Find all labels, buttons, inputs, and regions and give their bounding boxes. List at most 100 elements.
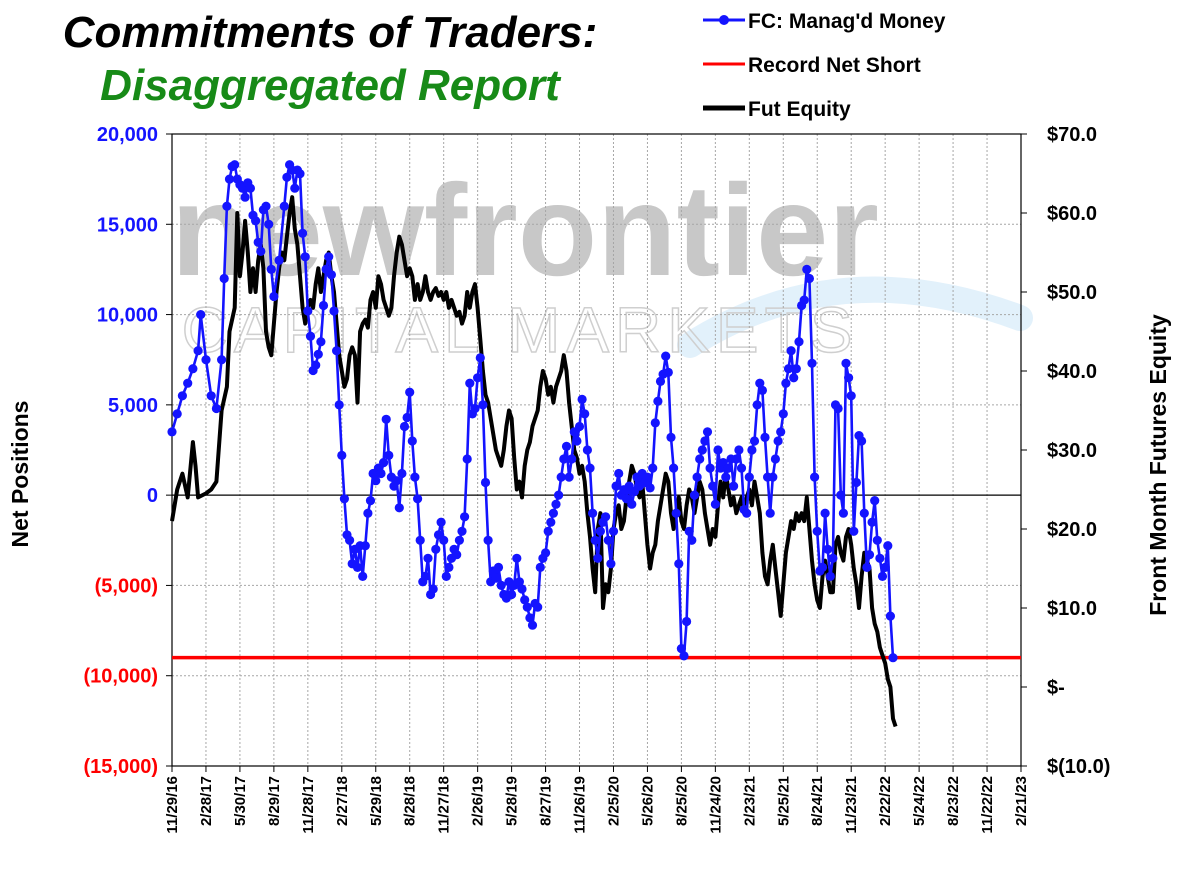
managed-money-point <box>885 611 896 621</box>
managed-money-point <box>326 270 336 280</box>
y-tick-label: (10,000) <box>84 666 159 688</box>
managed-money-series <box>167 160 898 663</box>
managed-money-point <box>167 427 177 437</box>
managed-money-point <box>222 201 232 211</box>
managed-money-point <box>413 494 423 504</box>
managed-money-point <box>859 508 869 518</box>
managed-money-point <box>744 472 754 482</box>
managed-money-point <box>880 562 890 573</box>
managed-money-point <box>601 512 611 522</box>
x-tick-label: 5/25/21 <box>775 776 792 826</box>
managed-money-point <box>473 373 483 383</box>
watermark-swoosh <box>677 276 1033 358</box>
managed-money-point <box>470 403 480 414</box>
managed-money-point <box>833 403 843 414</box>
managed-money-point <box>305 331 316 341</box>
managed-money-point <box>666 432 676 442</box>
x-tick-label: 11/28/17 <box>300 776 317 834</box>
managed-money-point <box>567 454 577 464</box>
managed-money-point <box>337 450 347 460</box>
managed-money-point <box>776 427 786 437</box>
managed-money-point <box>339 494 349 504</box>
y2-tick-label: $40.0 <box>1047 361 1097 383</box>
managed-money-point <box>590 535 600 545</box>
managed-money-point <box>420 571 430 582</box>
managed-money-point <box>828 553 838 563</box>
x-tick-label: 2/27/18 <box>334 776 351 826</box>
managed-money-point <box>318 300 329 311</box>
managed-money-point <box>384 450 394 460</box>
x-tick-label: 11/24/20 <box>707 776 724 834</box>
y2-tick-label: $50.0 <box>1047 282 1097 304</box>
x-tick-label: 5/30/17 <box>232 776 249 826</box>
managed-money-point <box>812 526 822 536</box>
managed-money-point <box>436 517 446 527</box>
y2-tick-label: $(10.0) <box>1047 756 1110 778</box>
y-tick-label: 10,000 <box>97 305 158 327</box>
managed-money-point <box>410 472 420 482</box>
managed-money-point <box>313 349 323 359</box>
managed-money-point <box>679 651 689 661</box>
y-tick-label: 5,000 <box>108 395 158 417</box>
managed-money-point <box>230 160 240 170</box>
managed-money-point <box>300 252 310 262</box>
x-tick-label: 2/26/19 <box>470 776 487 826</box>
managed-money-point <box>689 490 700 500</box>
managed-money-point <box>700 436 710 446</box>
managed-money-point <box>507 589 517 600</box>
managed-money-point <box>334 400 344 410</box>
managed-money-point <box>862 562 872 573</box>
managed-money-point <box>431 544 441 554</box>
managed-money-point <box>687 535 697 545</box>
managed-money-point <box>546 517 556 527</box>
managed-money-point <box>196 310 206 320</box>
x-tick-label: 11/27/18 <box>436 776 453 834</box>
managed-money-point <box>870 496 880 506</box>
managed-money-point <box>428 584 438 594</box>
managed-money-point <box>261 201 271 211</box>
managed-money-point <box>655 376 666 386</box>
managed-money-point <box>674 559 684 569</box>
managed-money-point <box>253 237 263 247</box>
managed-money-point <box>559 454 569 464</box>
managed-money-point <box>580 409 590 419</box>
managed-money-point <box>734 445 744 455</box>
managed-money-point <box>867 517 877 527</box>
managed-money-point <box>588 508 598 518</box>
x-tick-label: 11/29/16 <box>164 776 181 834</box>
managed-money-point <box>742 508 752 518</box>
legend-label-record-net-short: Record Net Short <box>748 54 921 77</box>
managed-money-point <box>201 355 211 365</box>
managed-money-point <box>846 391 856 401</box>
chart-subtitle: Disaggregated Report <box>100 61 562 110</box>
managed-money-point <box>193 346 203 356</box>
managed-money-point <box>783 364 794 374</box>
managed-money-point <box>653 396 663 406</box>
managed-money-point <box>736 463 747 473</box>
x-tick-label: 8/24/21 <box>809 776 826 826</box>
y2-tick-label: $30.0 <box>1047 440 1097 462</box>
x-tick-label: 5/28/19 <box>504 776 521 826</box>
managed-money-point <box>533 602 543 612</box>
managed-money-point <box>245 183 255 193</box>
managed-money-point <box>710 499 721 509</box>
managed-money-point <box>778 409 788 419</box>
managed-money-point <box>407 436 417 446</box>
managed-money-point <box>365 496 376 506</box>
managed-money-point <box>478 400 488 410</box>
managed-money-point <box>360 541 370 551</box>
managed-money-point <box>381 414 391 424</box>
managed-money-point <box>770 454 781 464</box>
managed-money-point <box>512 553 522 563</box>
managed-money-point <box>799 295 809 305</box>
managed-money-point <box>595 526 606 536</box>
managed-money-point <box>731 454 741 464</box>
x-tick-label: 5/24/22 <box>911 776 928 826</box>
managed-money-point <box>444 562 454 573</box>
y-axis-left: 20,000 15,000 10,000 5,000 0 (5,000) (10,000) (… <box>84 124 172 778</box>
x-tick-label: 11/26/19 <box>572 776 589 834</box>
x-tick-label: 8/25/20 <box>673 776 690 826</box>
managed-money-point <box>379 458 389 468</box>
managed-money-point <box>352 562 363 573</box>
managed-money-point <box>311 360 321 370</box>
